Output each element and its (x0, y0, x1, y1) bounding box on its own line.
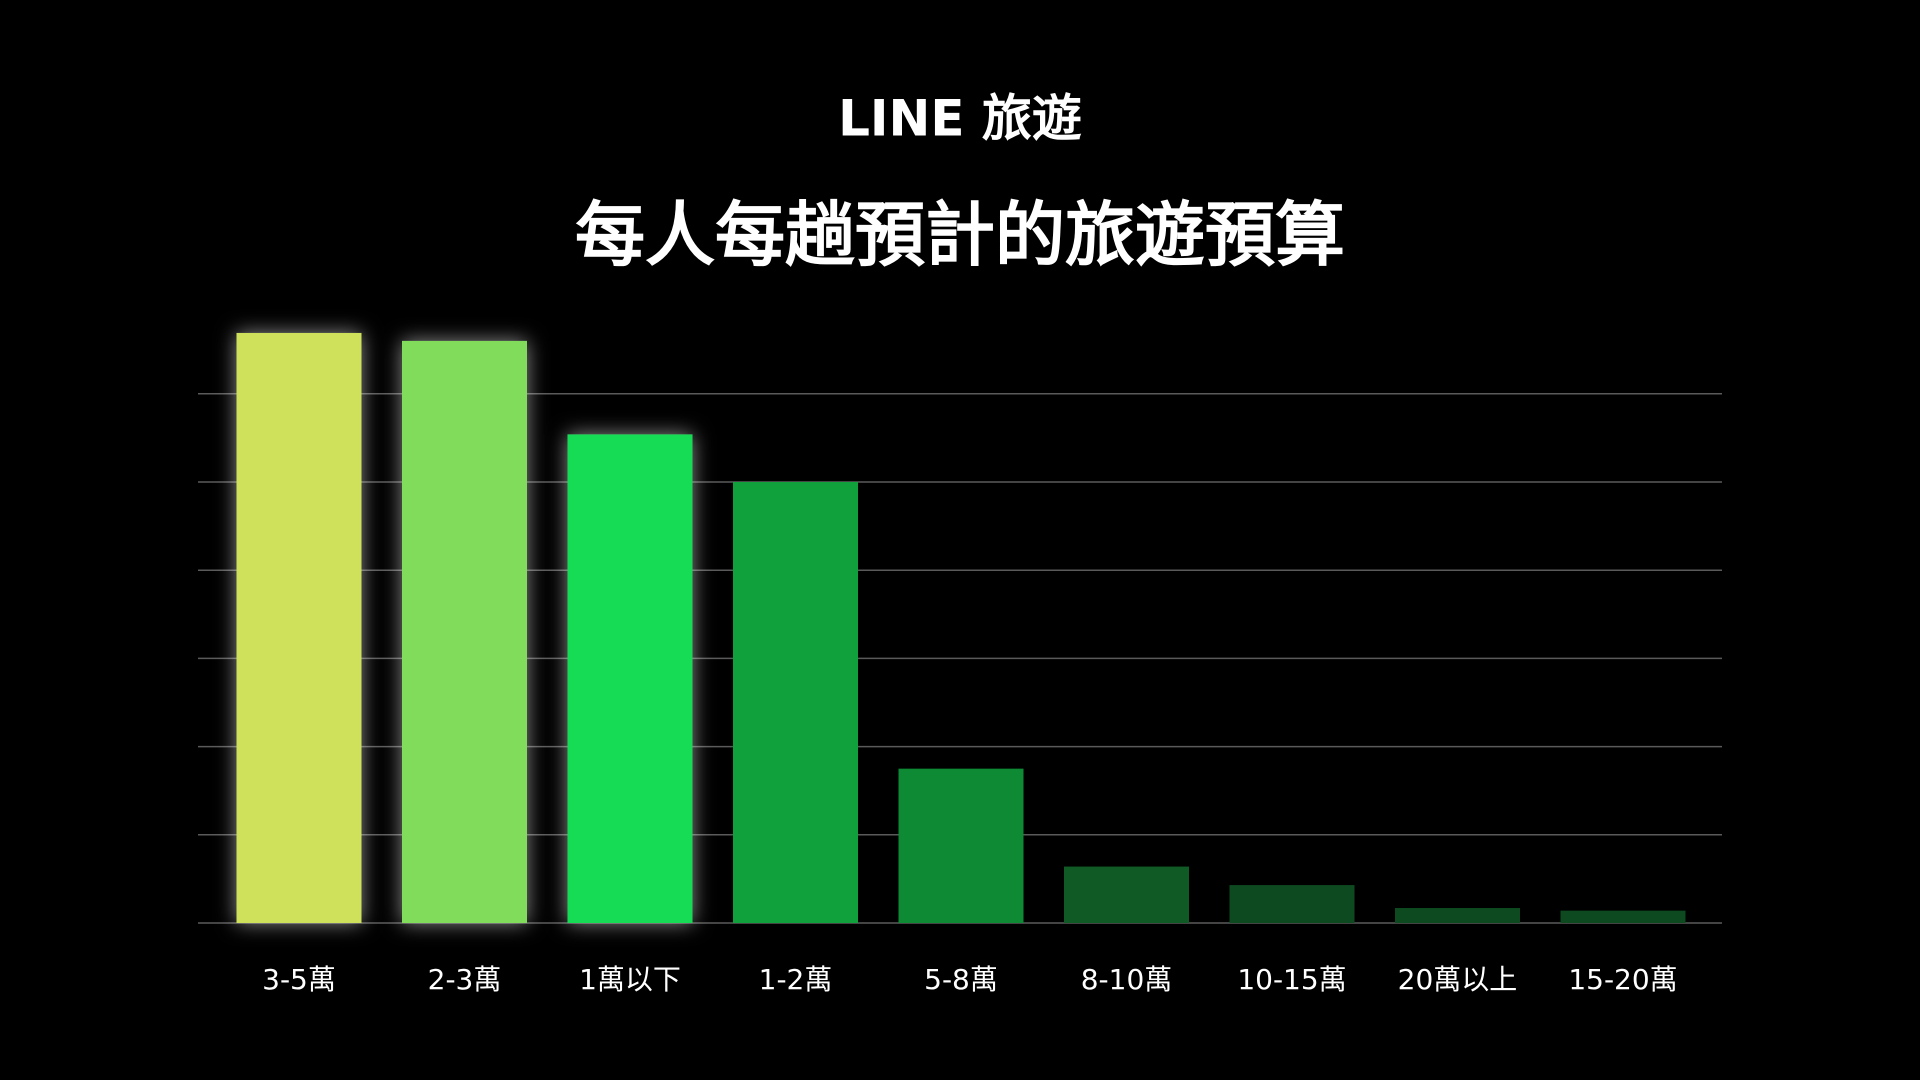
bar (402, 340, 527, 923)
bar (733, 482, 858, 923)
bar (1560, 910, 1686, 923)
x-tick-label: 15-20萬 (1568, 963, 1677, 996)
bar (1395, 908, 1520, 923)
x-tick-label: 10-15萬 (1237, 963, 1346, 996)
bar (1229, 885, 1355, 923)
bar (898, 768, 1024, 923)
x-tick-label: 2-3萬 (428, 963, 502, 996)
chart-title: 每人每趟預計的旅遊預算 (575, 194, 1345, 276)
bar (236, 332, 362, 923)
x-tick-label: 20萬以上 (1398, 963, 1518, 996)
x-tick-label: 1萬以下 (579, 963, 681, 996)
x-tick-label: 3-5萬 (262, 963, 336, 996)
bar (1064, 866, 1189, 923)
x-tick-label: 1-2萬 (759, 963, 833, 996)
brand: LINE 旅遊 (838, 90, 1082, 148)
x-tick-label: 8-10萬 (1081, 963, 1173, 996)
bar (567, 434, 693, 923)
x-tick-label: 5-8萬 (924, 963, 998, 996)
